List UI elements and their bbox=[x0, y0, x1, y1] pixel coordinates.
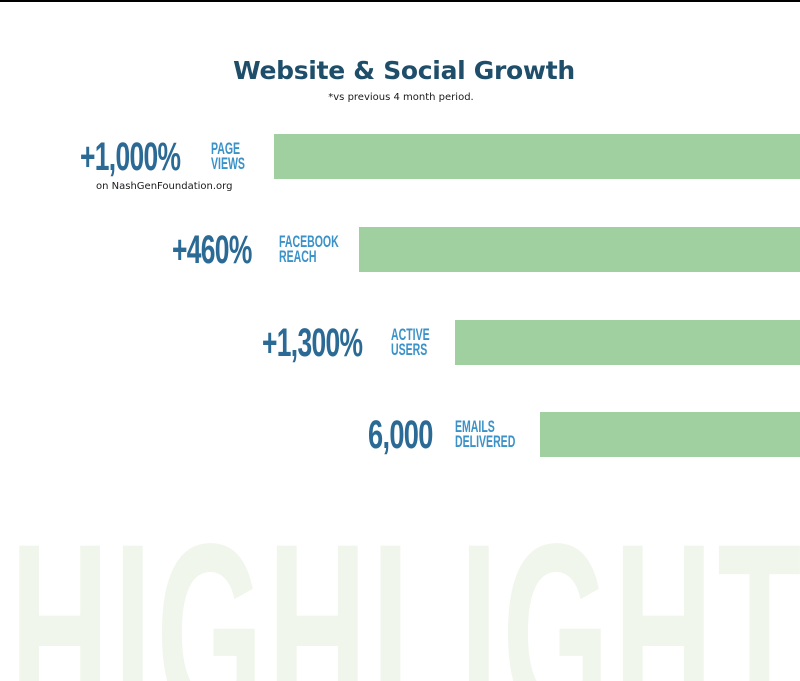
stat-label-line2: REACH bbox=[279, 247, 317, 266]
bar-emails-delivered bbox=[540, 412, 800, 457]
page-title: Website & Social Growth bbox=[233, 56, 575, 85]
stat-label: ACTIVE USERS bbox=[391, 325, 430, 359]
stat-label-line1: PAGE bbox=[211, 139, 241, 158]
stat-label-line2: DELIVERED bbox=[455, 432, 516, 451]
stat-facebook-reach: +460% FACEBOOK REACH bbox=[0, 230, 359, 270]
bar-facebook-reach bbox=[359, 227, 800, 272]
stat-label: PAGE VIEWS bbox=[211, 139, 245, 173]
stat-label-line2: USERS bbox=[391, 340, 428, 359]
stat-value: +460% bbox=[172, 228, 252, 272]
stat-emails-delivered: 6,000 EMAILS DELIVERED bbox=[0, 415, 540, 455]
background-word-text: HIGHLIGHTS bbox=[10, 500, 800, 681]
stat-active-users: +1,300% ACTIVE USERS bbox=[0, 323, 455, 363]
stat-value: +1,000% bbox=[80, 135, 181, 179]
stat-label-line1: ACTIVE bbox=[391, 325, 430, 344]
bar-page-views bbox=[274, 134, 800, 179]
stat-value: 6,000 bbox=[368, 413, 433, 457]
background-word-highlights: HIGHLIGHTS bbox=[0, 500, 800, 681]
stat-label: EMAILS DELIVERED bbox=[455, 417, 516, 451]
stat-label-line1: FACEBOOK bbox=[279, 232, 339, 251]
page-subtitle: *vs previous 4 month period. bbox=[328, 92, 474, 103]
bar-active-users bbox=[455, 320, 800, 365]
stat-label-line2: VIEWS bbox=[211, 154, 245, 173]
top-border bbox=[0, 0, 800, 2]
stat-note: on NashGenFoundation.org bbox=[96, 181, 233, 192]
stat-page-views: +1,000% PAGE VIEWS bbox=[0, 137, 274, 177]
stat-label-line1: EMAILS bbox=[455, 417, 495, 436]
stat-label: FACEBOOK REACH bbox=[279, 232, 339, 266]
stat-value: +1,300% bbox=[262, 321, 363, 365]
